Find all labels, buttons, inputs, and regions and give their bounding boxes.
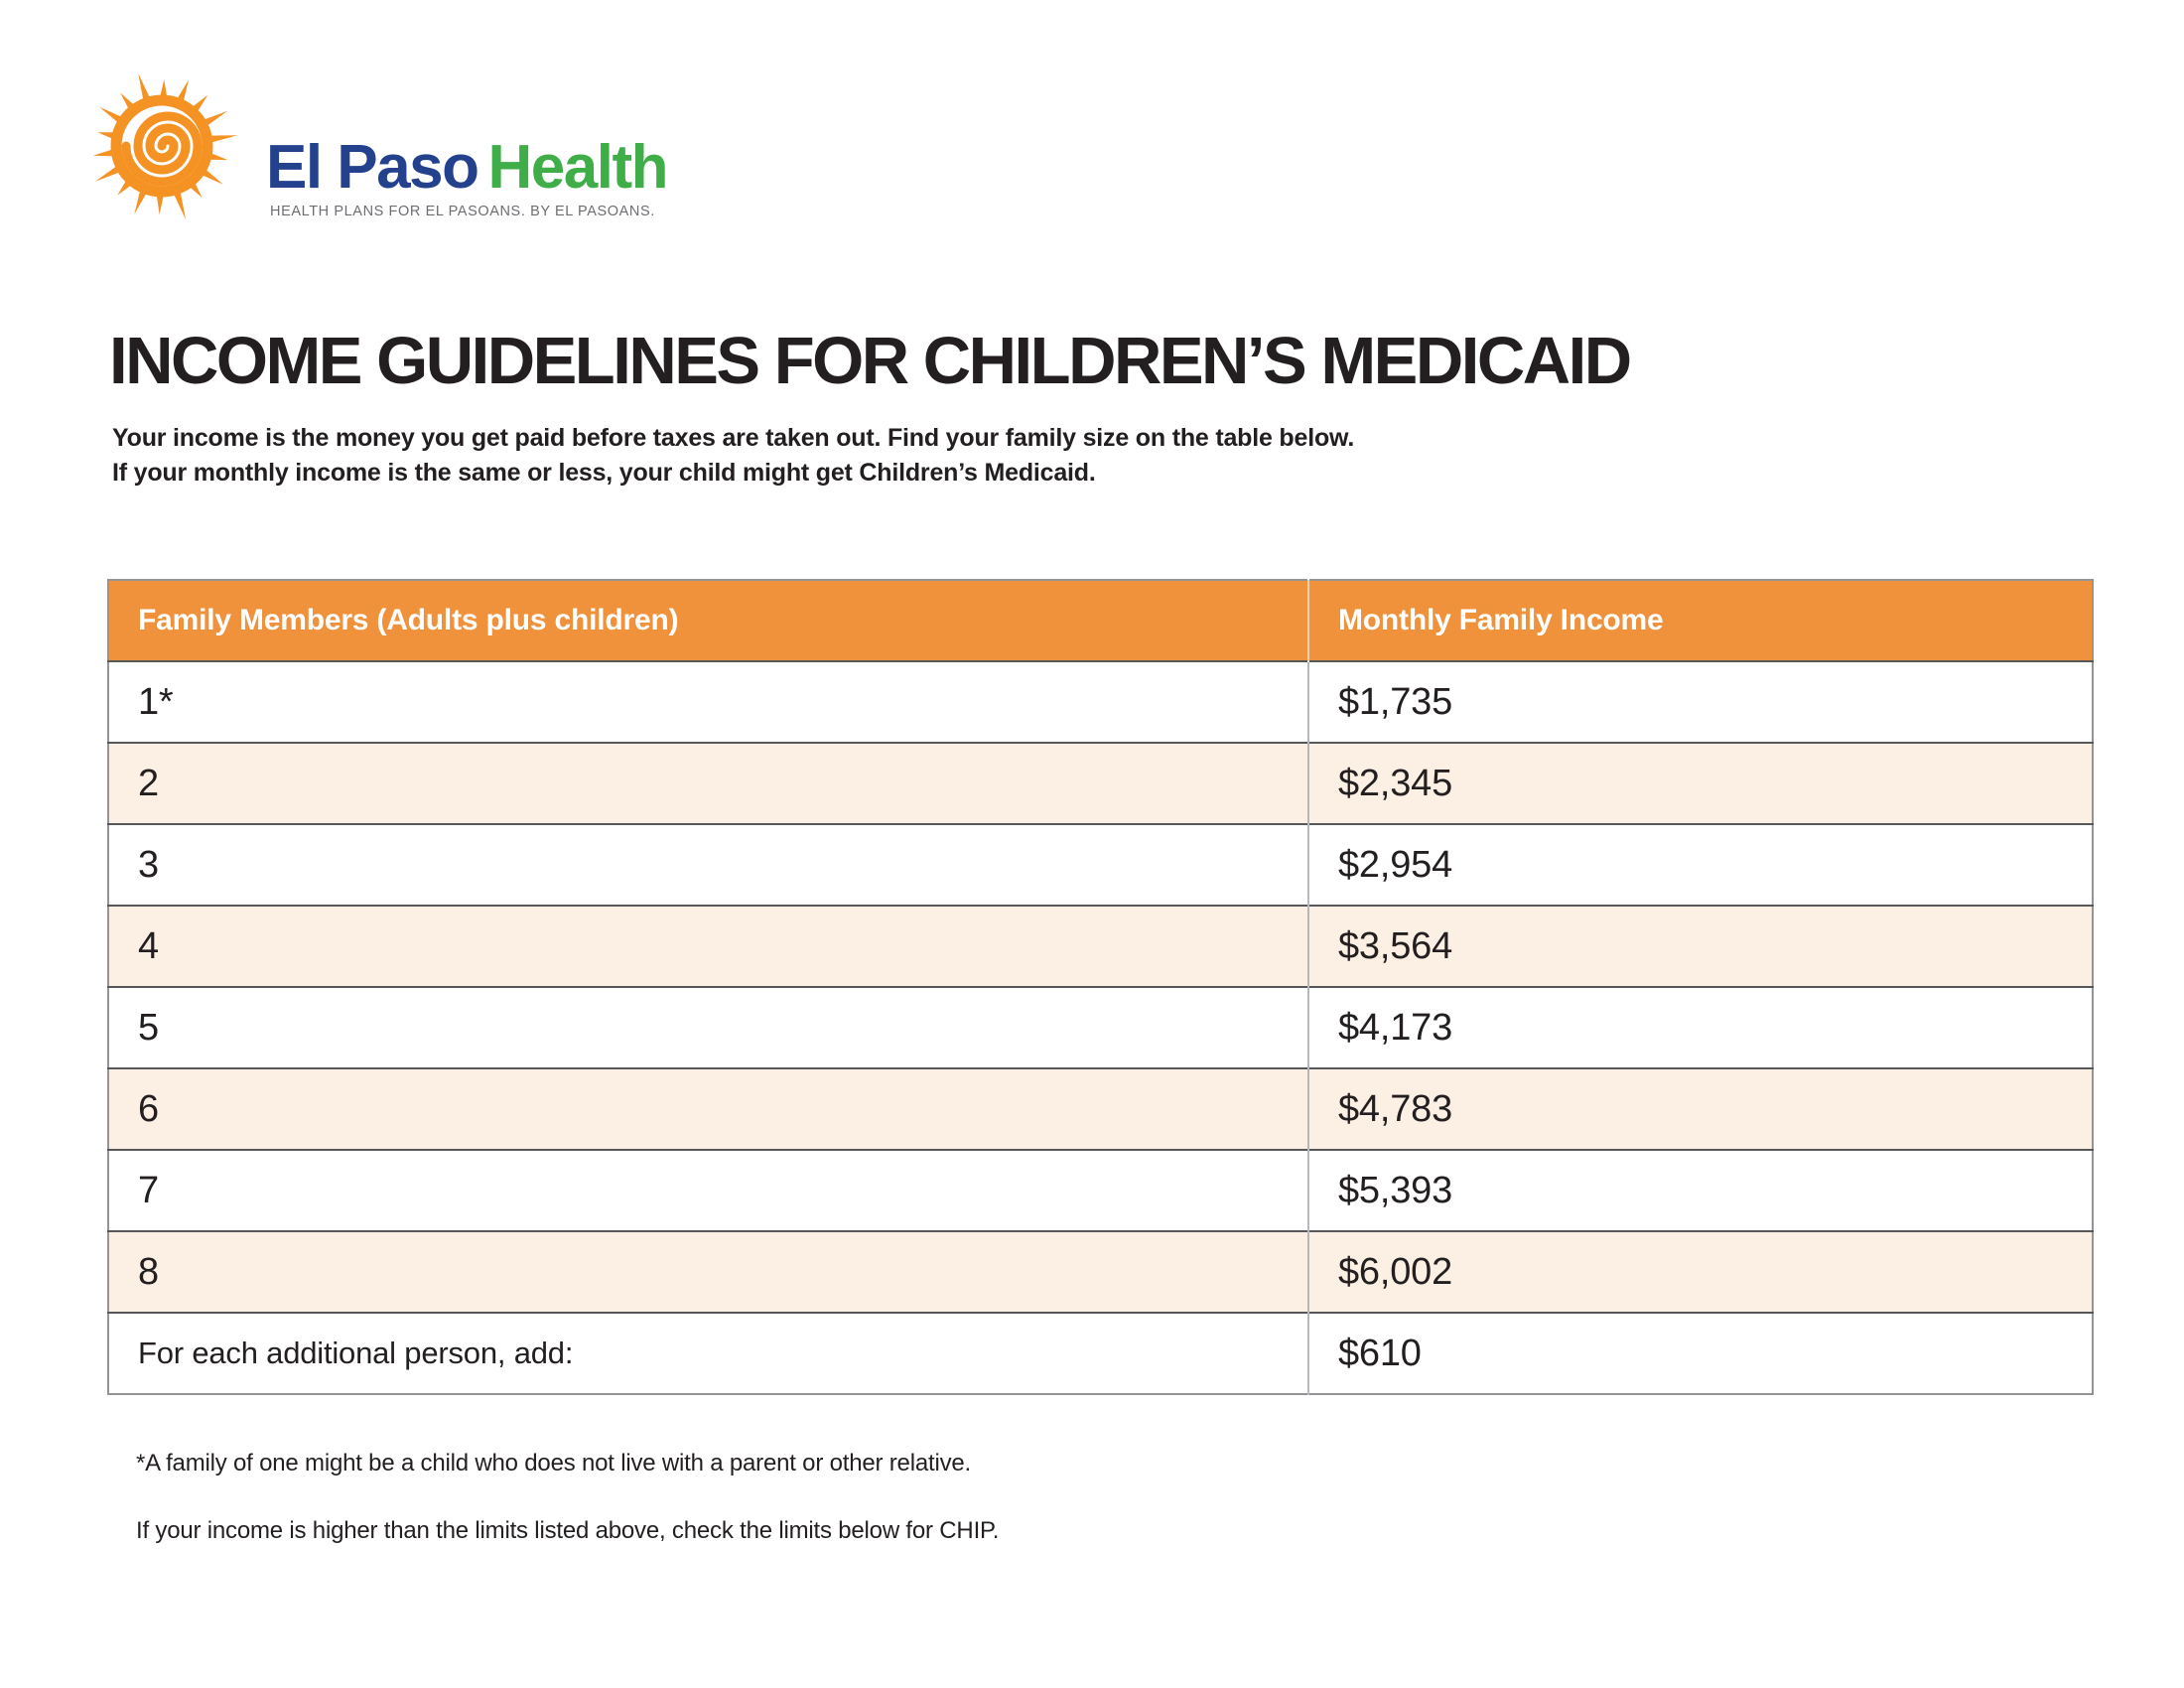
cell-income: $610 xyxy=(1307,1313,2093,1394)
table-row: 8 $6,002 xyxy=(108,1231,2093,1313)
cell-income: $4,783 xyxy=(1307,1068,2093,1150)
table-row: 3 $2,954 xyxy=(108,824,2093,906)
cell-members: 4 xyxy=(138,924,159,967)
intro-paragraph: Your income is the money you get paid be… xyxy=(112,421,1354,491)
brand-wordmark: El Paso Health xyxy=(266,137,668,199)
cell-members: 8 xyxy=(138,1250,159,1293)
cell-income: $3,564 xyxy=(1307,906,2093,987)
brand-tagline: HEALTH PLANS FOR EL PASOANS. BY EL PASOA… xyxy=(270,204,655,219)
header-cell-family-members: Family Members (Adults plus children) xyxy=(108,580,1308,661)
table-row: 4 $3,564 xyxy=(108,906,2093,987)
table-row-additional-person: For each additional person, add: $610 xyxy=(108,1313,2093,1394)
intro-line-1: Your income is the money you get paid be… xyxy=(112,424,1355,452)
cell-members: 7 xyxy=(138,1169,159,1211)
brand-name-health: Health xyxy=(487,133,669,202)
intro-line-2: If your monthly income is the same or le… xyxy=(112,459,1096,487)
sun-spiral-logo-icon xyxy=(92,72,238,220)
cell-income: $1,735 xyxy=(1307,661,2093,743)
cell-members: 1* xyxy=(138,680,174,723)
header-cell-monthly-income: Monthly Family Income xyxy=(1307,580,2093,661)
cell-members: 2 xyxy=(138,762,159,804)
sun-spiral xyxy=(121,111,203,187)
cell-members: 5 xyxy=(138,1006,159,1049)
income-guidelines-table: Family Members (Adults plus children) Mo… xyxy=(107,579,2094,1395)
page-title: INCOME GUIDELINES FOR CHILDREN’S MEDICAI… xyxy=(109,324,1632,398)
cell-income: $2,954 xyxy=(1307,824,2093,906)
cell-income: $4,173 xyxy=(1307,987,2093,1068)
cell-members: 6 xyxy=(138,1087,159,1130)
table-row: 5 $4,173 xyxy=(108,987,2093,1068)
cell-income: $6,002 xyxy=(1307,1231,2093,1313)
table-row: 6 $4,783 xyxy=(108,1068,2093,1150)
cell-income: $2,345 xyxy=(1307,743,2093,824)
cell-income: $5,393 xyxy=(1307,1150,2093,1231)
cell-members: For each additional person, add: xyxy=(138,1336,574,1370)
cell-members: 3 xyxy=(138,843,159,886)
table-header-row: Family Members (Adults plus children) Mo… xyxy=(108,580,2093,661)
sun-rays xyxy=(92,72,238,220)
table-row: 7 $5,393 xyxy=(108,1150,2093,1231)
table-row: 1* $1,735 xyxy=(108,661,2093,743)
table-row: 2 $2,345 xyxy=(108,743,2093,824)
footnote-family-of-one: *A family of one might be a child who do… xyxy=(136,1450,972,1477)
note-chip-limits: If your income is higher than the limits… xyxy=(136,1517,1000,1544)
sun-ring xyxy=(110,94,213,198)
brand-name-elpaso: El Paso xyxy=(266,133,479,202)
